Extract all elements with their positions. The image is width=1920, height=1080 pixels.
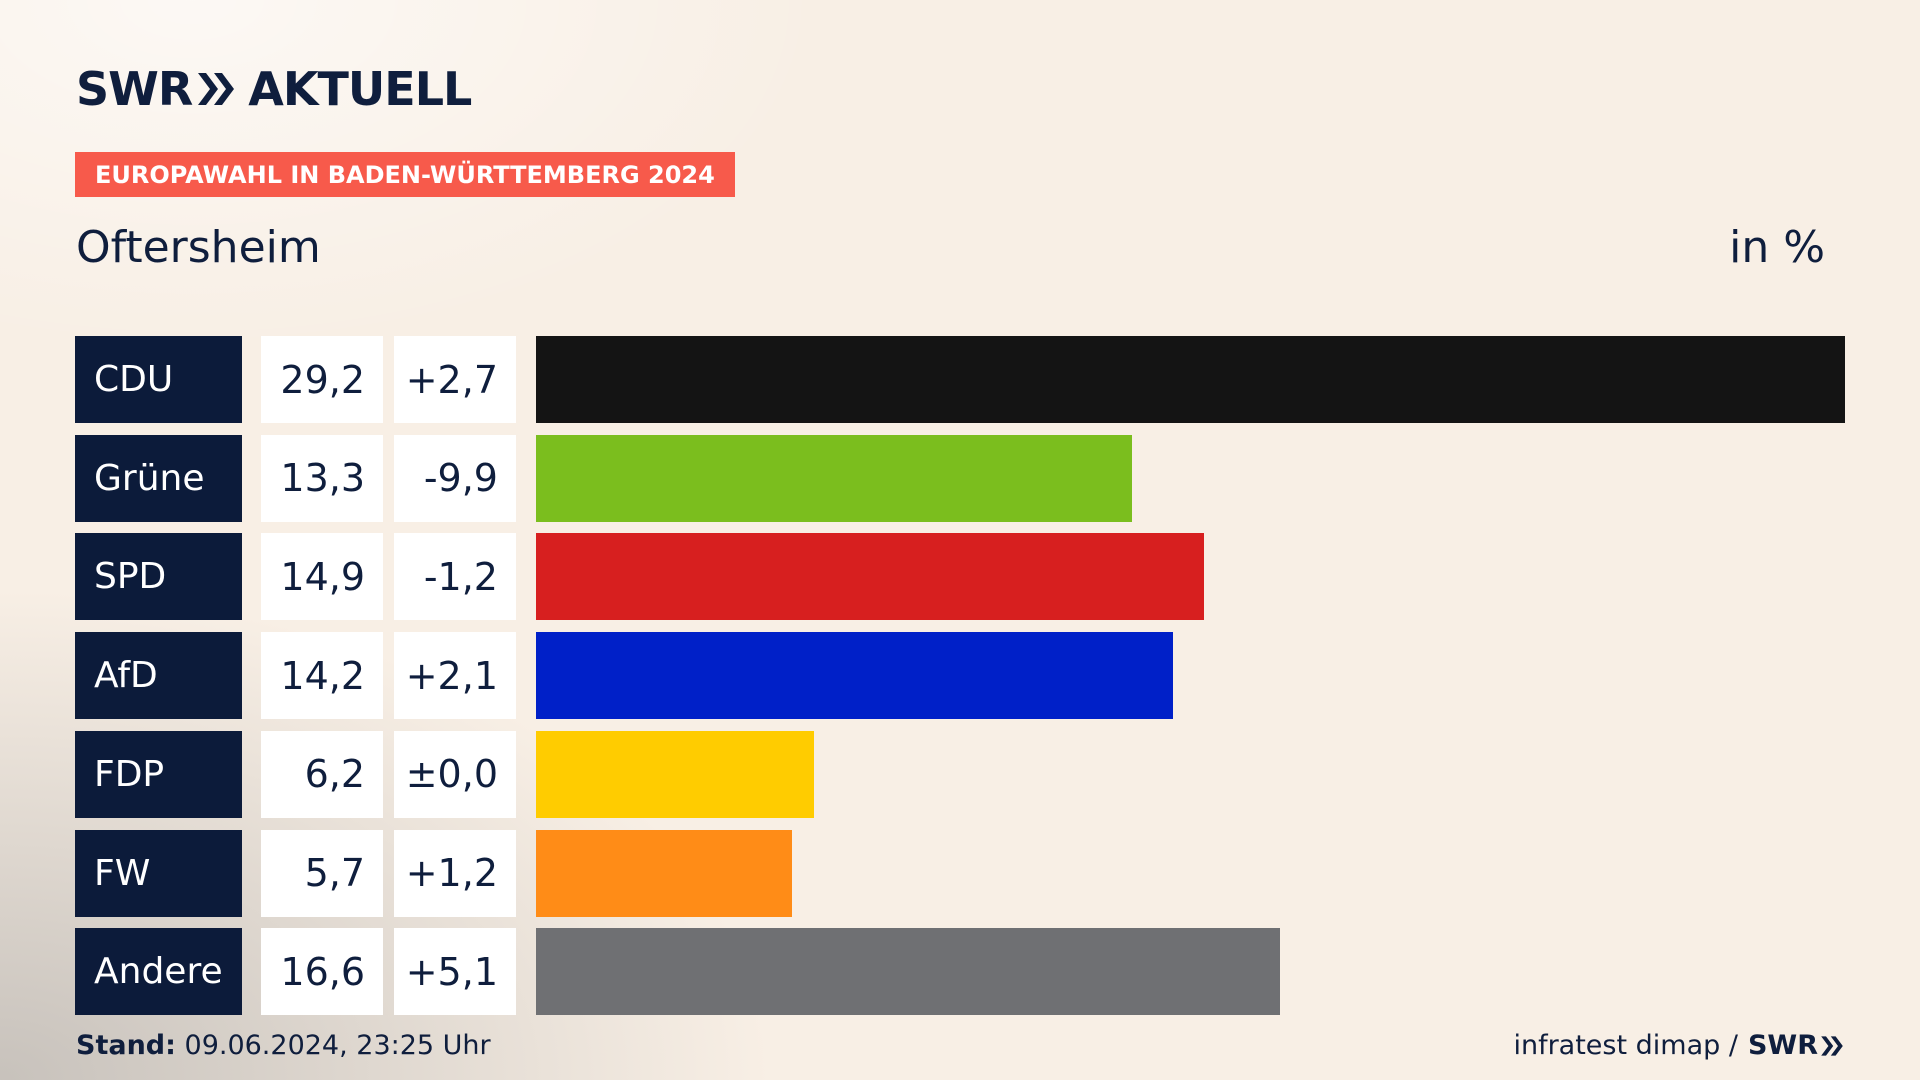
- result-bar: [536, 632, 1173, 720]
- stand-label: Stand:: [76, 1030, 176, 1061]
- change-label: +2,7: [394, 336, 516, 423]
- result-bar: [536, 829, 792, 917]
- result-row: AfD 14,2 +2,1: [75, 632, 1845, 720]
- swr-small-logo: SWR: [1748, 1030, 1844, 1061]
- source-text: infratest dimap /: [1513, 1030, 1738, 1061]
- source-credit: infratest dimap / SWR: [1513, 1030, 1844, 1061]
- logo-product: AKTUELL: [248, 62, 472, 116]
- result-row: FW 5,7 +1,2: [75, 829, 1845, 917]
- vote-share-label: 13,3: [261, 434, 383, 522]
- result-row: CDU 29,2 +2,7: [75, 336, 1845, 423]
- result-row: Grüne 13,3 -9,9: [75, 434, 1845, 522]
- vote-share-label: 29,2: [261, 336, 383, 423]
- unit-label: in %: [1729, 222, 1825, 273]
- result-bar: [536, 730, 814, 818]
- vote-share-label: 5,7: [261, 829, 383, 917]
- election-banner: EUROPAWAHL IN BADEN-WÜRTTEMBERG 2024: [75, 152, 735, 197]
- change-label: +1,2: [394, 829, 516, 917]
- change-label: ±0,0: [394, 730, 516, 818]
- double-chevron-icon: [196, 71, 236, 107]
- swr-aktuell-logo: SWR AKTUELL: [76, 62, 472, 116]
- result-row: FDP 6,2 ±0,0: [75, 730, 1845, 818]
- change-label: -9,9: [394, 434, 516, 522]
- change-label: +5,1: [394, 928, 516, 1016]
- party-label: AfD: [75, 632, 242, 720]
- region-title: Oftersheim: [76, 222, 321, 273]
- change-label: +2,1: [394, 632, 516, 720]
- party-label: Grüne: [75, 434, 242, 522]
- result-bar: [536, 434, 1132, 522]
- change-label: -1,2: [394, 533, 516, 621]
- party-label: CDU: [75, 336, 242, 423]
- vote-share-label: 6,2: [261, 730, 383, 818]
- vote-share-label: 14,9: [261, 533, 383, 621]
- result-row: Andere 16,6 +5,1: [75, 928, 1845, 1016]
- timestamp: Stand: 09.06.2024, 23:25 Uhr: [76, 1030, 491, 1061]
- result-bar: [536, 336, 1845, 423]
- party-label: SPD: [75, 533, 242, 621]
- party-label: FW: [75, 829, 242, 917]
- stand-value: 09.06.2024, 23:25 Uhr: [184, 1030, 491, 1061]
- logo-brand: SWR: [76, 62, 193, 116]
- party-label: Andere: [75, 928, 242, 1016]
- party-label: FDP: [75, 730, 242, 818]
- swr-small-brand: SWR: [1747, 1030, 1818, 1061]
- result-bar: [536, 928, 1280, 1016]
- result-bar: [536, 533, 1204, 621]
- result-row: SPD 14,9 -1,2: [75, 533, 1845, 621]
- vote-share-label: 16,6: [261, 928, 383, 1016]
- vote-share-label: 14,2: [261, 632, 383, 720]
- double-chevron-small-icon: [1821, 1035, 1843, 1056]
